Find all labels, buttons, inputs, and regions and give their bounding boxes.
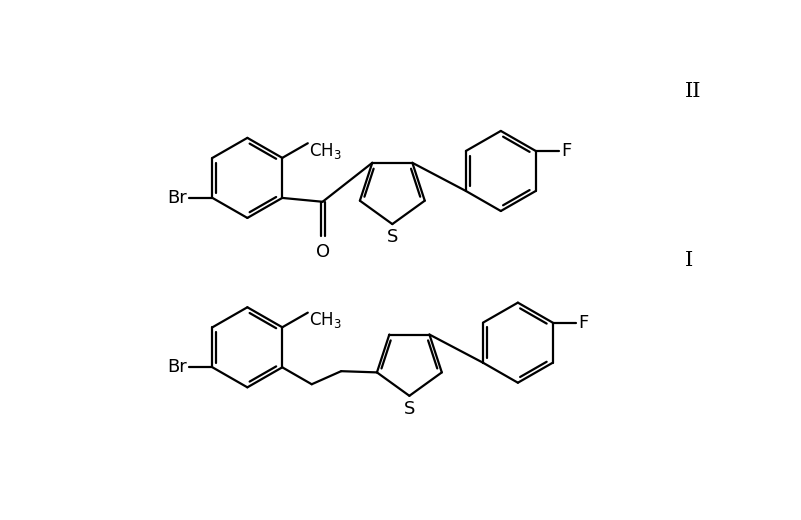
Text: Br: Br — [167, 358, 187, 376]
Text: S: S — [404, 400, 415, 418]
Text: II: II — [685, 82, 702, 101]
Text: F: F — [562, 142, 572, 160]
Text: F: F — [578, 314, 589, 332]
Text: CH$_3$: CH$_3$ — [309, 310, 342, 330]
Text: I: I — [685, 251, 694, 270]
Text: O: O — [316, 242, 330, 261]
Text: S: S — [387, 228, 398, 246]
Text: Br: Br — [167, 189, 187, 207]
Text: CH$_3$: CH$_3$ — [309, 141, 342, 161]
